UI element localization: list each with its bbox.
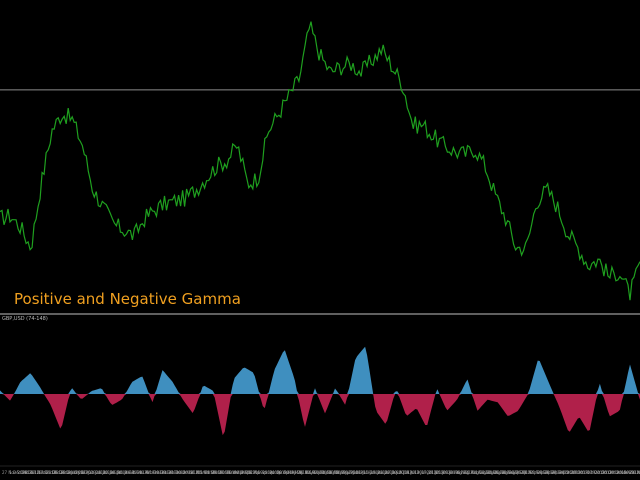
x-axis-tick-label: 9 Dec 2018: [24, 470, 47, 475]
x-axis-tick-label: 23 Mar 2019: [212, 470, 238, 475]
x-axis-tick-label: 6 Nov 2019: [624, 470, 640, 475]
x-axis-tick-label: 16 Apr 2019: [255, 470, 280, 475]
x-axis-tick-label: 17 Jul 2019: [421, 470, 444, 475]
x-axis-tick-label: 30 Aug 2019: [501, 470, 527, 475]
x-axis-tick-label: 19 Jun 2019: [371, 470, 396, 475]
x-axis-tick-label: 17 Oct 2019: [587, 470, 612, 475]
x-axis-tick-label: 10 Aug 2019: [465, 470, 491, 475]
x-axis-tick-label: 21 Dec 2018: [45, 470, 71, 475]
x-axis-tick-label: 29 Dec 2018: [60, 470, 86, 475]
x-axis-tick-label: 2 Jan 2019: [67, 470, 89, 475]
x-axis-tick-label: 27 Mar 2019: [219, 470, 245, 475]
x-axis-tick-label: 5 Jul 2019: [400, 470, 421, 475]
x-axis-tick-label: 14 Aug 2019: [472, 470, 498, 475]
indicator-label: GBP,USD (74-148): [2, 316, 48, 322]
x-axis-tick-label: 27 Feb 2019: [168, 470, 193, 475]
x-axis-tick-label: 11 Mar 2019: [190, 470, 216, 475]
x-axis-tick-label: 13 Dec 2018: [31, 470, 57, 475]
x-axis-tick-label: 15 Mar 2019: [197, 470, 223, 475]
x-axis-tick-label: 6 May 2019: [291, 470, 315, 475]
x-axis-tick-label: 1 Oct 2019: [559, 470, 582, 475]
x-axis-tick-label: 27 Sep 2019: [551, 470, 577, 475]
x-axis-tick-label: 29 Oct 2019: [609, 470, 634, 475]
x-axis-tick-label: 4 Apr 2019: [233, 470, 256, 475]
x-axis-tick-label: 26 Aug 2019: [494, 470, 520, 475]
x-axis-tick-label: 11 Jun 2019: [356, 470, 381, 475]
x-axis-tick-label: 2 Aug 2019: [450, 470, 474, 475]
x-axis-tick-label: 29 Jul 2019: [443, 470, 466, 475]
x-axis-tick-label: 1 Jul 2019: [392, 470, 413, 475]
x-axis-tick-label: 10 Nov 2019: [631, 470, 640, 475]
x-axis-tick-label: 23 Jun 2019: [378, 470, 403, 475]
x-axis-tick-label: 26 May 2019: [327, 470, 354, 475]
x-axis-tick-label: 27 Nov 2018: [2, 470, 28, 475]
x-axis-tick-label: 21 Jul 2019: [428, 470, 451, 475]
x-axis-tick-label: 30 Jan 2019: [118, 470, 142, 475]
x-axis-tick-label: 11 Feb 2019: [139, 470, 164, 475]
x-axis-tick-label: 25 Jul 2019: [436, 470, 459, 475]
x-axis-tick-label: 7 Sep 2019: [515, 470, 538, 475]
x-axis-tick-label: 7 Jun 2019: [349, 470, 371, 475]
x-axis-tick-label: 13 Jul 2019: [414, 470, 437, 475]
x-axis-tick-label: 26 Jan 2019: [110, 470, 134, 475]
x-axis-tick-label: 22 May 2019: [320, 470, 347, 475]
x-axis-tick-label: 27 Jun 2019: [385, 470, 410, 475]
x-axis-tick-label: 14 May 2019: [306, 470, 333, 475]
x-axis-tick-label: 19 Sep 2019: [537, 470, 563, 475]
x-axis-tick-label: 13 Oct 2019: [580, 470, 605, 475]
x-axis-tick-label: 24 Apr 2019: [269, 470, 294, 475]
x-axis-tick-label: 7 Feb 2019: [132, 470, 155, 475]
x-axis-tick-label: 8 Apr 2019: [241, 470, 264, 475]
x-axis-tick-label: 11 Sep 2019: [522, 470, 548, 475]
x-axis-tick-label: 31 Mar 2019: [226, 470, 252, 475]
x-axis-tick-label: 3 Sep 2019: [508, 470, 531, 475]
x-axis-tick-label: 12 Apr 2019: [248, 470, 273, 475]
x-axis-tick-label: 23 Sep 2019: [544, 470, 570, 475]
x-axis-tick-label: 15 Jun 2019: [363, 470, 388, 475]
x-axis-tick-label: 20 Apr 2019: [262, 470, 287, 475]
x-axis-tick-label: 19 Mar 2019: [204, 470, 230, 475]
x-axis-tick-label: 3 Mar 2019: [176, 470, 199, 475]
positive-gamma-area: [0, 346, 640, 394]
x-axis-tick-label: 18 Aug 2019: [479, 470, 505, 475]
x-axis-tick-label: 2 May 2019: [284, 470, 308, 475]
x-axis-tick-label: 28 Apr 2019: [277, 470, 302, 475]
indicator-panel[interactable]: [0, 346, 640, 436]
x-axis-tick-label: 18 Jan 2019: [96, 470, 120, 475]
x-axis-tick-label: 1 Dec 2018: [9, 470, 32, 475]
x-axis-tick-label: 10 Jan 2019: [82, 470, 106, 475]
x-axis-tick-label: 18 May 2019: [313, 470, 340, 475]
x-axis-tick-label: 7 Mar 2019: [183, 470, 206, 475]
x-axis-tick-label: 6 Aug 2019: [457, 470, 481, 475]
price-series-line: [0, 21, 640, 301]
negative-gamma-area: [0, 394, 640, 436]
x-axis-tick-label: 14 Jan 2019: [89, 470, 113, 475]
x-axis-tick-label: 30 May 2019: [335, 470, 362, 475]
x-axis-tick-label: 15 Sep 2019: [530, 470, 556, 475]
x-axis-tick-label: 25 Oct 2019: [602, 470, 627, 475]
x-axis-tick-label: 6 Jan 2019: [74, 470, 96, 475]
x-axis-tick-label: 21 Oct 2019: [595, 470, 620, 475]
x-axis-tick-label: 15 Feb 2019: [147, 470, 172, 475]
x-axis-tick-label: 22 Aug 2019: [486, 470, 512, 475]
x-axis-tick-label: 5 Oct 2019: [566, 470, 589, 475]
x-axis-tick-label: 25 Dec 2018: [53, 470, 79, 475]
x-axis-tick-label: 19 Feb 2019: [154, 470, 179, 475]
x-axis-tick-label: 3 Jun 2019: [342, 470, 364, 475]
x-axis-tick-label: 22 Jan 2019: [103, 470, 127, 475]
x-axis-tick-label: 23 Feb 2019: [161, 470, 186, 475]
x-axis-tick-label: 9 Oct 2019: [573, 470, 596, 475]
x-axis-tick-label: 3 Feb 2019: [125, 470, 148, 475]
x-axis-tick-label: 5 Dec 2018: [17, 470, 40, 475]
x-axis-tick-label: 17 Dec 2018: [38, 470, 64, 475]
x-axis-tick-label: 2 Nov 2019: [616, 470, 640, 475]
price-panel[interactable]: [0, 21, 640, 301]
x-axis-tick-label: 9 Jul 2019: [407, 470, 428, 475]
x-axis-tick-label: 10 May 2019: [298, 470, 325, 475]
indicator-title: Positive and Negative Gamma: [14, 290, 241, 308]
